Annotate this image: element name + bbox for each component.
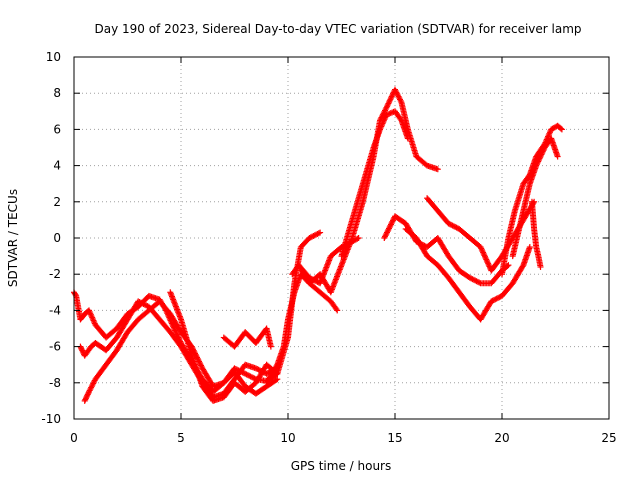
x-tick-labels: 0 5 10 15 20 25 [70, 431, 616, 445]
x-tick-label: 10 [280, 431, 295, 445]
y-tick-label: 10 [46, 50, 61, 64]
y-tick-label: 2 [53, 195, 61, 209]
x-axis-label: GPS time / hours [291, 459, 392, 473]
x-tick-label: 25 [601, 431, 616, 445]
data-points [71, 86, 565, 404]
y-tick-label: -8 [49, 376, 61, 390]
grid [74, 57, 609, 419]
series-sat-track-15 [528, 198, 544, 270]
x-tick-label: 15 [387, 431, 402, 445]
x-tick-label: 20 [494, 431, 509, 445]
series-sat-track-6 [263, 271, 341, 386]
series-sat-track-5 [220, 325, 274, 350]
series-sat-track-4 [167, 229, 324, 404]
y-tick-label: -10 [41, 412, 61, 426]
y-tick-label: -2 [49, 267, 61, 281]
series-sat-track-14 [509, 135, 561, 260]
series-sat-track-12 [424, 195, 538, 274]
y-tick-label: 8 [53, 86, 61, 100]
axis-ticks [73, 56, 610, 420]
series-sat-track-8 [295, 86, 441, 296]
x-tick-label: 0 [70, 431, 78, 445]
y-tick-label: -6 [49, 340, 61, 354]
series-sat-track-11 [402, 225, 533, 323]
chart-title: Day 190 of 2023, Sidereal Day-to-day VTE… [94, 22, 581, 36]
y-tick-label: 0 [53, 231, 61, 245]
y-tick-label: -4 [49, 303, 61, 317]
y-axis-label: SDTVAR / TECUs [6, 189, 20, 287]
y-tick-label: 4 [53, 159, 61, 173]
series-sat-track-9 [338, 108, 411, 260]
y-tick-labels: 10 8 6 4 2 0 -2 -4 -6 -8 -10 [41, 50, 61, 426]
x-tick-label: 5 [177, 431, 185, 445]
y-tick-label: 6 [53, 122, 61, 136]
